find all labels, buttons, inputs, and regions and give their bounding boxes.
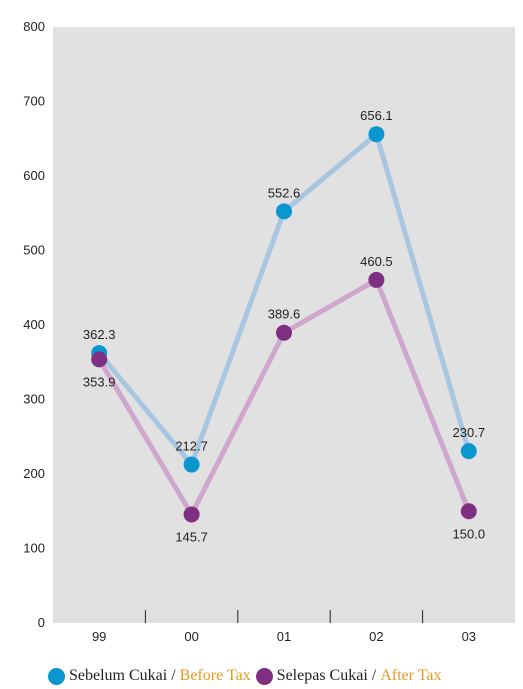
y-tick-label: 0 [38,615,45,630]
data-label: 389.6 [268,307,301,322]
x-axis: 99 00 01 02 03 [92,610,476,644]
data-label: 212.7 [175,439,208,454]
data-point-1 [460,503,477,520]
data-label: 460.5 [360,254,393,269]
data-label: 150.0 [453,526,486,541]
legend-label-ms-after-tax: Selepas Cukai [276,667,368,684]
legend-label-ms-before-tax: Sebelum Cukai [69,667,168,684]
y-tick-label: 200 [23,466,45,481]
legend-separator: / [171,667,176,684]
data-label: 230.7 [453,425,486,440]
x-tick-label: 01 [277,629,291,644]
legend-label-en-after-tax: After Tax [380,667,442,684]
legend-marker-after-tax [255,667,273,685]
y-tick-label: 500 [23,243,45,258]
legend: Sebelum Cukai / Before Tax Selepas Cukai… [48,665,441,687]
y-axis: 0 100 200 300 400 500 600 700 800 [23,19,45,630]
data-labels: 362.3 212.7 552.6 656.1 230.7 353.9 145.7 389.6… [83,108,485,544]
y-tick-label: 700 [23,94,45,109]
data-label: 145.7 [175,529,208,544]
x-tick-label: 99 [92,629,106,644]
data-point-0 [368,126,385,143]
legend-marker-before-tax [48,667,65,685]
data-label: 552.6 [268,185,301,200]
x-tick-label: 02 [369,629,383,644]
legend-item-after-tax: Selepas Cukai / After Tax [255,667,442,685]
y-tick-label: 600 [23,168,45,183]
data-point-0 [460,443,477,460]
x-tick-label: 03 [462,629,476,644]
y-tick-label: 300 [23,392,45,407]
y-tick-label: 800 [23,19,45,34]
data-point-0 [183,456,200,473]
y-tick-label: 400 [23,317,45,332]
x-tick-label: 00 [184,629,198,644]
data-point-1 [91,351,108,368]
data-point-1 [368,271,385,288]
data-label: 656.1 [360,108,393,123]
legend-label-en-before-tax: Before Tax [179,667,251,684]
series-markers [91,126,477,523]
data-point-1 [276,324,292,341]
legend-item-before-tax: Sebelum Cukai / Before Tax [48,667,251,685]
data-point-1 [183,506,200,523]
data-point-0 [276,203,292,220]
y-tick-label: 100 [23,541,45,556]
data-label: 353.9 [83,374,116,389]
legend-separator: / [371,667,377,684]
data-label: 362.3 [83,327,116,342]
